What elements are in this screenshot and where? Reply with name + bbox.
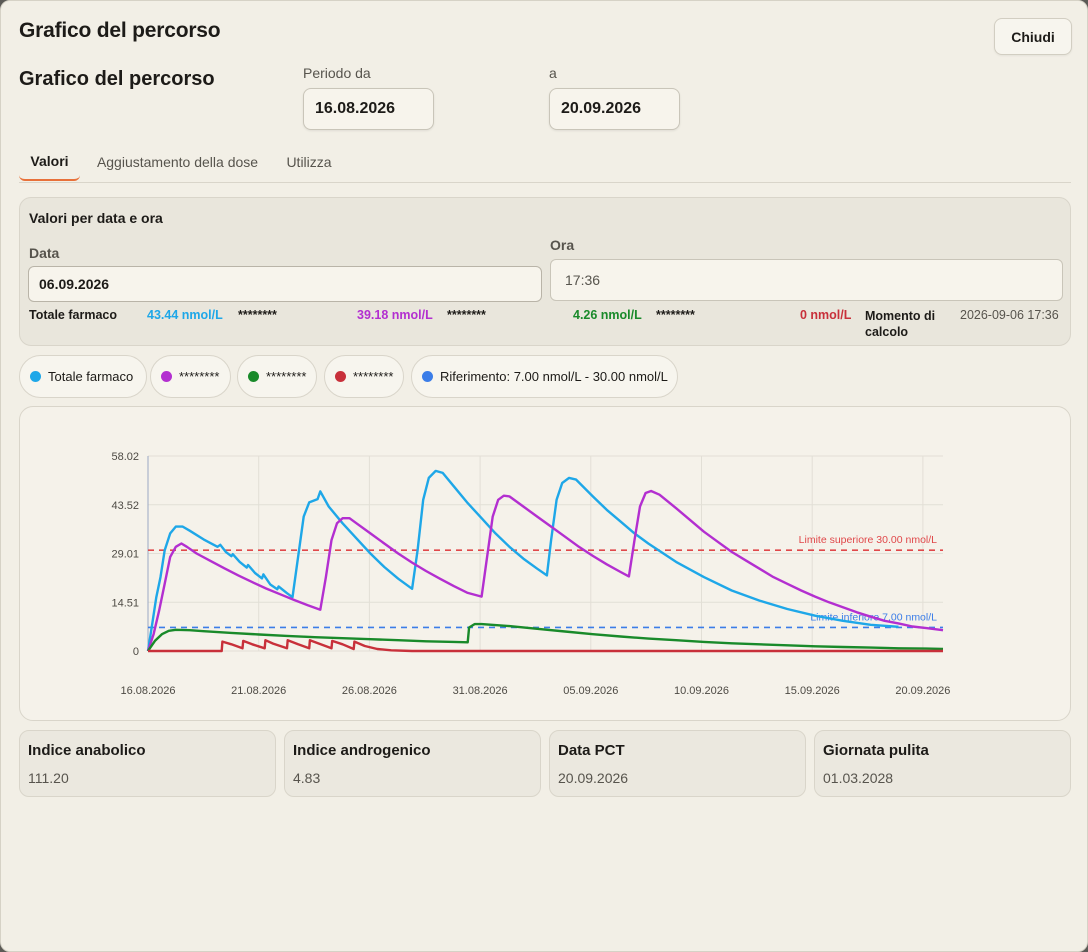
reading-name: ******** <box>447 308 486 322</box>
legend-dot-icon <box>335 371 346 382</box>
x-tick-label: 21.08.2026 <box>231 685 286 697</box>
period-from-label: Periodo da <box>303 65 371 81</box>
legend-series-4[interactable]: ******** <box>324 355 404 398</box>
values-panel-title: Valori per data e ora <box>29 210 163 226</box>
x-tick-label: 26.08.2026 <box>342 685 397 697</box>
period-to-label: a <box>549 65 557 81</box>
tab-bar: Valori Aggiustamento della dose Utilizza <box>19 143 1071 183</box>
stat-anabolic-index: Indice anabolico 111.20 <box>19 730 276 797</box>
legend-label: Riferimento: 7.00 nmol/L - 30.00 nmol/L <box>440 369 668 384</box>
reading-name: ******** <box>656 308 695 322</box>
stat-title: Indice androgenico <box>293 742 431 759</box>
stat-value: 20.09.2026 <box>558 770 629 786</box>
legend-dot-icon <box>161 371 172 382</box>
series-line <box>147 622 944 652</box>
stat-title: Indice anabolico <box>28 742 146 759</box>
calc-moment-label: Momento di calcolo <box>865 309 936 339</box>
close-button[interactable]: Chiudi <box>994 18 1072 55</box>
series-line <box>148 639 943 653</box>
period-from-input[interactable]: 16.08.2026 <box>303 88 434 130</box>
total-drug-label: Totale farmaco <box>29 308 117 322</box>
modal-title: Grafico del percorso <box>19 19 221 42</box>
legend-series-2[interactable]: ******** <box>150 355 231 398</box>
reading-value: 39.18 nmol/L <box>357 308 433 322</box>
legend-dot-icon <box>30 371 41 382</box>
stat-value: 01.03.2028 <box>823 770 894 786</box>
legend-label: ******** <box>353 369 394 384</box>
date-label: Data <box>29 245 60 261</box>
tab-utilizza[interactable]: Utilizza <box>286 154 332 170</box>
stat-value: 111.20 <box>28 770 69 786</box>
stat-androgenic-index: Indice androgenico 4.83 <box>284 730 541 797</box>
stat-title: Data PCT <box>558 742 625 759</box>
y-tick-label: 43.52 <box>111 500 139 512</box>
legend-dot-icon <box>422 371 433 382</box>
stat-title: Giornata pulita <box>823 742 929 759</box>
y-tick-label: 29.01 <box>111 549 139 561</box>
stat-pct-date: Data PCT 20.09.2026 <box>549 730 806 797</box>
y-tick-label: 58.02 <box>111 451 139 463</box>
values-panel: Valori per data e ora Data 06.09.2026 Or… <box>19 197 1071 346</box>
time-label: Ora <box>550 237 575 253</box>
legend-dot-icon <box>248 371 259 382</box>
x-tick-label: 31.08.2026 <box>453 685 508 697</box>
reading-value: 43.44 nmol/L <box>147 308 223 322</box>
legend-reference[interactable]: Riferimento: 7.00 nmol/L - 30.00 nmol/L <box>411 355 678 398</box>
stat-clean-day: Giornata pulita 01.03.2028 <box>814 730 1071 797</box>
x-tick-label: 10.09.2026 <box>674 685 729 697</box>
legend-series-3[interactable]: ******** <box>237 355 317 398</box>
tab-dose-adjustment[interactable]: Aggiustamento della dose <box>96 154 259 170</box>
y-tick-label: 14.51 <box>111 597 139 609</box>
chart-card: 0 14.51 29.01 43.52 58.02 16.08.2026 21.08.202… <box>19 406 1071 721</box>
x-tick-label: 05.09.2026 <box>563 685 618 697</box>
reference-line-label: Limite superiore 30.00 nmol/L <box>799 534 937 546</box>
calc-moment-value: 2026-09-06 17:36 <box>960 308 1059 322</box>
x-tick-label: 15.09.2026 <box>785 685 840 697</box>
legend-label: ******** <box>179 369 220 384</box>
series-line <box>146 469 899 652</box>
reading-name: ******** <box>238 308 277 322</box>
legend-label: Totale farmaco <box>48 369 134 384</box>
line-chart[interactable]: 0 14.51 29.01 43.52 58.02 16.08.2026 21.08.202… <box>20 407 1072 722</box>
period-to-input[interactable]: 20.09.2026 <box>549 88 680 130</box>
y-tick-label: 0 <box>133 646 139 658</box>
x-tick-label: 20.09.2026 <box>895 685 950 697</box>
time-input[interactable]: 17:36 <box>550 259 1063 301</box>
reading-value: 4.26 nmol/L <box>573 308 642 322</box>
stat-value: 4.83 <box>293 770 321 786</box>
legend-total-drug[interactable]: Totale farmaco <box>19 355 147 398</box>
series-line <box>146 489 944 652</box>
x-tick-label: 16.08.2026 <box>120 685 175 697</box>
legend-label: ******** <box>266 369 307 384</box>
date-input[interactable]: 06.09.2026 <box>28 266 542 302</box>
section-title: Grafico del percorso <box>19 68 215 90</box>
tab-valori[interactable]: Valori <box>19 143 80 181</box>
reading-value: 0 nmol/L <box>800 308 852 322</box>
